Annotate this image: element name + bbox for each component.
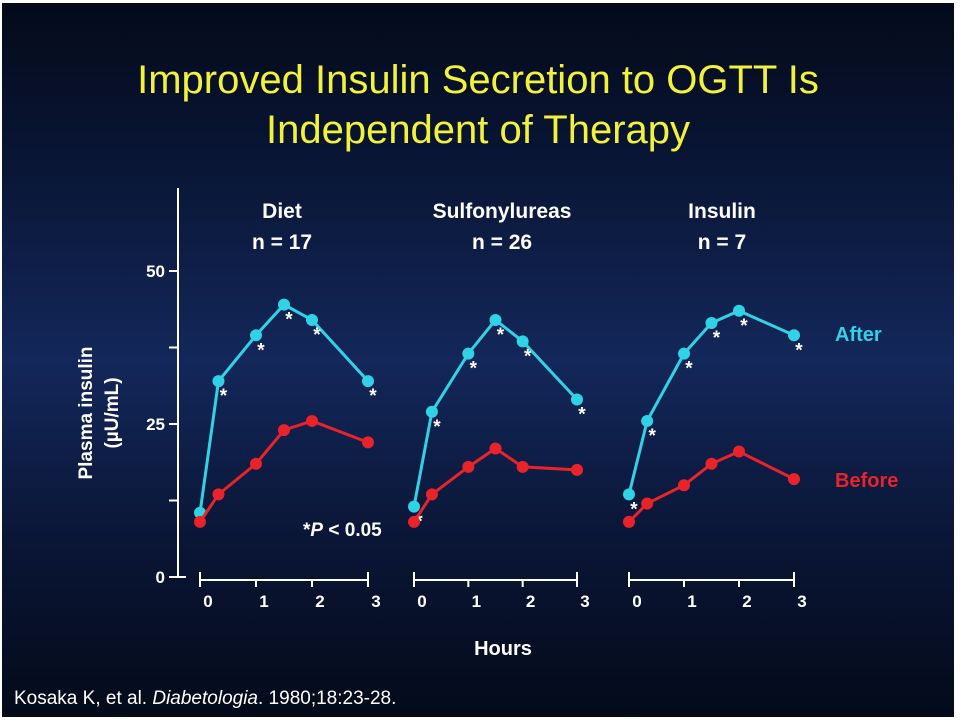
- data-point-before: [306, 414, 318, 427]
- y-tick-label: 50: [146, 262, 165, 281]
- series-line-before: [412, 446, 578, 523]
- data-point-after: [733, 304, 745, 317]
- data-point-after: [788, 329, 800, 342]
- legend-after: After: [835, 324, 882, 346]
- data-point-after: [571, 393, 583, 406]
- significance-asterisk: *: [685, 359, 693, 380]
- x-axis-label: Hours: [474, 638, 532, 660]
- significance-asterisk: *: [470, 359, 478, 380]
- data-point-after: [306, 313, 318, 326]
- significance-asterisk: *: [524, 346, 532, 367]
- data-point-before: [408, 515, 420, 528]
- data-point-before: [788, 473, 800, 486]
- data-point-before: [194, 515, 206, 528]
- series-line-after: [198, 302, 370, 513]
- data-point-before: [571, 463, 583, 476]
- significance-asterisk: *: [740, 316, 748, 337]
- title-line-1: Improved Insulin Secretion to OGTT Is: [137, 58, 819, 102]
- data-point-before: [641, 497, 654, 510]
- data-point-after: [462, 347, 475, 360]
- slide-background: Improved Insulin Secretion to OGTT Is In…: [2, 3, 954, 717]
- data-point-after: [623, 488, 635, 501]
- significance-asterisk: *: [795, 340, 803, 361]
- x-tick-label: 3: [580, 592, 589, 611]
- panel-n-label: n = 17: [252, 231, 312, 254]
- insulin-chart: 0 25 50 Plasma insulin (µU/mL) Hours Diet n = 1…: [76, 188, 898, 660]
- data-point-after: [641, 414, 654, 427]
- data-point-after: [678, 347, 690, 360]
- citation: Kosaka K, et al. Diabetologia. 1980;18:2…: [14, 688, 396, 710]
- significance-asterisk: *: [578, 405, 586, 426]
- data-point-after: [362, 375, 374, 388]
- data-point-before: [250, 457, 262, 470]
- data-point-before: [733, 445, 745, 458]
- data-point-after: [425, 405, 438, 418]
- x-tick-label: 3: [371, 592, 380, 611]
- y-tick-label: 25: [146, 415, 165, 434]
- significance-asterisk: *: [257, 340, 265, 361]
- legend-before: Before: [835, 470, 898, 492]
- panel-title: Diet: [262, 200, 302, 223]
- significance-asterisk: *: [630, 499, 638, 520]
- data-point-before: [362, 436, 374, 449]
- data-point-after: [516, 335, 529, 348]
- series-line-after: [627, 309, 795, 495]
- data-point-before: [623, 515, 635, 528]
- significance-note: *P < 0.05: [303, 520, 382, 541]
- data-point-after: [212, 375, 225, 388]
- y-axis-label-line-2: (µU/mL): [102, 377, 123, 448]
- data-point-before: [212, 488, 225, 501]
- data-point-after: [489, 313, 502, 326]
- y-axis-label: Plasma insulin (µU/mL): [76, 346, 123, 479]
- panel-title: Insulin: [688, 200, 756, 223]
- panel-n-label: n = 26: [472, 231, 532, 254]
- citation-journal: Diabetologia: [152, 688, 258, 709]
- series-line-after: [412, 317, 579, 507]
- x-tick-label: 2: [315, 592, 324, 611]
- x-tick-label: 0: [417, 592, 426, 611]
- data-point-after: [705, 317, 718, 330]
- data-point-before: [678, 479, 690, 492]
- x-tick-label: 1: [259, 592, 268, 611]
- x-tick-label: 1: [472, 592, 481, 611]
- significance-asterisk: *: [497, 325, 505, 346]
- x-tick-label: 3: [797, 592, 806, 611]
- x-tick-label: 2: [526, 592, 535, 611]
- significance-asterisk: *: [433, 417, 441, 438]
- citation-authors: Kosaka K, et al.: [14, 688, 153, 709]
- data-point-after: [408, 500, 420, 513]
- data-point-before: [278, 424, 290, 437]
- significance-asterisk: *: [313, 325, 321, 346]
- x-tick-label: 1: [687, 592, 696, 611]
- data-point-before: [705, 457, 718, 470]
- panel-n-label: n = 7: [698, 231, 746, 254]
- significance-asterisk: *: [285, 310, 293, 331]
- data-point-before: [425, 488, 438, 501]
- x-tick-label: 2: [742, 592, 751, 611]
- data-point-before: [462, 460, 475, 473]
- slide-title: Improved Insulin Secretion to OGTT Is In…: [2, 55, 954, 155]
- data-point-after: [278, 298, 290, 311]
- citation-details: . 1980;18:23-28.: [258, 688, 397, 709]
- x-tick-label: 0: [203, 592, 212, 611]
- significance-asterisk: *: [220, 386, 228, 407]
- panel-title: Sulfonylureas: [433, 200, 572, 223]
- data-point-after: [250, 329, 262, 342]
- significance-asterisk: *: [713, 328, 721, 349]
- data-point-before: [516, 460, 529, 473]
- x-tick-label: 0: [632, 592, 641, 611]
- y-tick-label: 0: [156, 568, 165, 587]
- y-axis-label-line-1: Plasma insulin: [76, 346, 97, 479]
- title-line-2: Independent of Therapy: [265, 108, 691, 152]
- significance-asterisk: *: [648, 426, 656, 447]
- significance-asterisk: *: [369, 386, 377, 407]
- data-point-before: [489, 442, 502, 455]
